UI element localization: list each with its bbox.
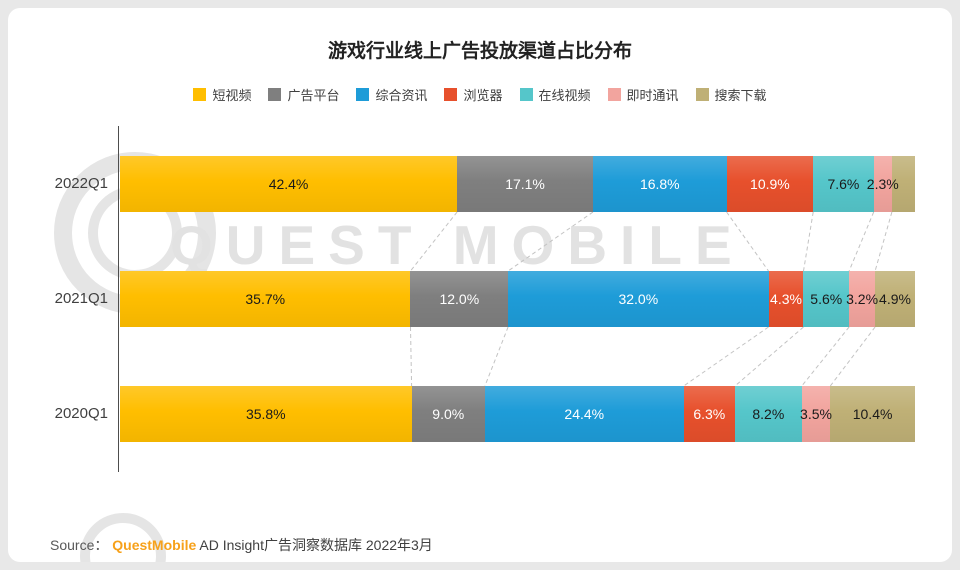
segment-value: 9.0% (432, 406, 465, 422)
connector-line (410, 211, 458, 272)
connector-line (484, 326, 509, 387)
chart-title: 游戏行业线上广告投放渠道占比分布 (327, 41, 632, 62)
connector-line (507, 211, 594, 272)
segment-value: 8.2% (752, 406, 785, 422)
bar-2020Q1: 35.8% 9.0% 24.4% 6.3% 8.2% 3.5% 10.4% (120, 386, 915, 442)
connector-line (848, 211, 875, 272)
segment-浏览器-2021Q1: 4.3% (768, 271, 804, 327)
segment-短视频-2022Q1: 42.4% (120, 156, 458, 212)
segment-value: 17.1% (505, 176, 545, 192)
legend-label: 广告平台 (287, 88, 340, 103)
segment-value: 10.9% (750, 176, 790, 192)
bar-2022Q1: 42.4% 17.1% 16.8% 10.9% 7.6% 2.3% (120, 156, 915, 212)
legend-label: 即时通讯 (626, 88, 679, 103)
segment-在线视频-2021Q1: 5.6% (803, 271, 850, 327)
legend-item-综合资讯: 综合资讯 (356, 85, 427, 104)
legend-item-短视频: 短视频 (193, 85, 251, 104)
connector-line (410, 326, 413, 387)
segment-广告平台-2020Q1: 9.0% (411, 386, 485, 442)
legend-label: 浏览器 (463, 88, 503, 103)
segment-即时通讯-2022Q1: 2.3% (867, 156, 899, 212)
segment-广告平台-2022Q1: 17.1% (457, 156, 594, 212)
segment-搜索下载-2022Q1 (891, 156, 915, 212)
connector-line (801, 326, 850, 387)
segment-connector-lines (410, 211, 893, 387)
legend-item-广告平台: 广告平台 (268, 85, 339, 104)
chart-card: QUEST MOBILE 游戏行业线上广告投放渠道占比分布 短视频 广告平台 综合资… (8, 8, 952, 562)
legend-label: 搜索下载 (714, 88, 767, 103)
legend-swatch (268, 88, 282, 101)
segment-value: 32.0% (618, 291, 659, 307)
legend-swatch (356, 88, 370, 101)
segment-在线视频-2020Q1: 8.2% (734, 386, 802, 442)
legend: 短视频 广告平台 综合资讯 浏览器 在线视频 即时通讯 搜索下载 (8, 85, 952, 104)
segment-value: 35.7% (245, 291, 286, 307)
segment-value: 35.8% (245, 406, 286, 422)
segment-value: 4.9% (879, 291, 911, 307)
segment-综合资讯-2021Q1: 32.0% (508, 271, 769, 327)
legend-item-浏览器: 浏览器 (444, 85, 503, 104)
category-label-2022Q1: 2022Q1 (54, 175, 108, 192)
segment-value: 4.3% (770, 291, 802, 307)
source-text: AD Insight广告洞察数据库 2022年3月 (199, 537, 433, 553)
segment-value: 16.8% (639, 176, 680, 192)
legend-label: 短视频 (212, 88, 252, 103)
legend-swatch (519, 88, 533, 101)
segment-短视频-2020Q1: 35.8% (120, 386, 412, 442)
legend-swatch (607, 88, 621, 101)
segment-value: 3.5% (800, 406, 832, 422)
legend-item-即时通讯: 即时通讯 (607, 85, 679, 104)
source-label: Source： (50, 537, 109, 553)
category-label-2021Q1: 2021Q1 (54, 290, 108, 307)
segment-综合资讯-2020Q1: 24.4% (484, 386, 684, 442)
source-line: Source： QuestMobile AD Insight广告洞察数据库 20… (50, 535, 433, 555)
connector-line (726, 211, 769, 272)
segment-即时通讯-2021Q1: 3.2% (846, 271, 879, 327)
segment-value: 3.2% (846, 291, 879, 307)
source-brand: QuestMobile (112, 537, 197, 553)
segment-value: 24.4% (564, 406, 605, 422)
legend-item-在线视频: 在线视频 (519, 85, 591, 104)
segment-浏览器-2022Q1: 10.9% (726, 156, 814, 212)
legend-label: 综合资讯 (375, 88, 428, 103)
segment-搜索下载-2020Q1: 10.4% (830, 386, 915, 442)
legend-swatch (444, 88, 458, 101)
segment-在线视频-2022Q1: 7.6% (813, 156, 874, 212)
connector-line (829, 326, 876, 387)
segment-搜索下载-2021Q1: 4.9% (875, 271, 915, 327)
segment-value: 10.4% (852, 406, 893, 422)
connector-line (874, 211, 893, 272)
connector-line (683, 326, 769, 387)
segment-value: 42.4% (268, 176, 309, 192)
y-axis-line (118, 126, 119, 472)
connector-line (803, 211, 814, 272)
legend-item-搜索下载: 搜索下载 (695, 85, 767, 104)
segment-value: 7.6% (827, 176, 860, 192)
legend-swatch (193, 88, 207, 101)
bar-2021Q1: 35.7% 12.0% 32.0% 4.3% 5.6% 3.2% 4.9% (120, 271, 915, 327)
segment-value: 5.6% (810, 291, 843, 307)
segment-value: 12.0% (439, 291, 480, 307)
segment-广告平台-2021Q1: 12.0% (410, 271, 509, 327)
connector-line (734, 326, 804, 387)
segment-value: 2.3% (866, 176, 899, 192)
category-label-2020Q1: 2020Q1 (54, 405, 108, 422)
segment-value: 6.3% (693, 406, 726, 422)
segment-浏览器-2020Q1: 6.3% (683, 386, 735, 442)
legend-swatch (695, 88, 709, 101)
segment-综合资讯-2022Q1: 16.8% (593, 156, 727, 212)
segment-即时通讯-2020Q1: 3.5% (800, 386, 832, 442)
legend-label: 在线视频 (538, 88, 591, 103)
segment-短视频-2021Q1: 35.7% (120, 271, 411, 327)
